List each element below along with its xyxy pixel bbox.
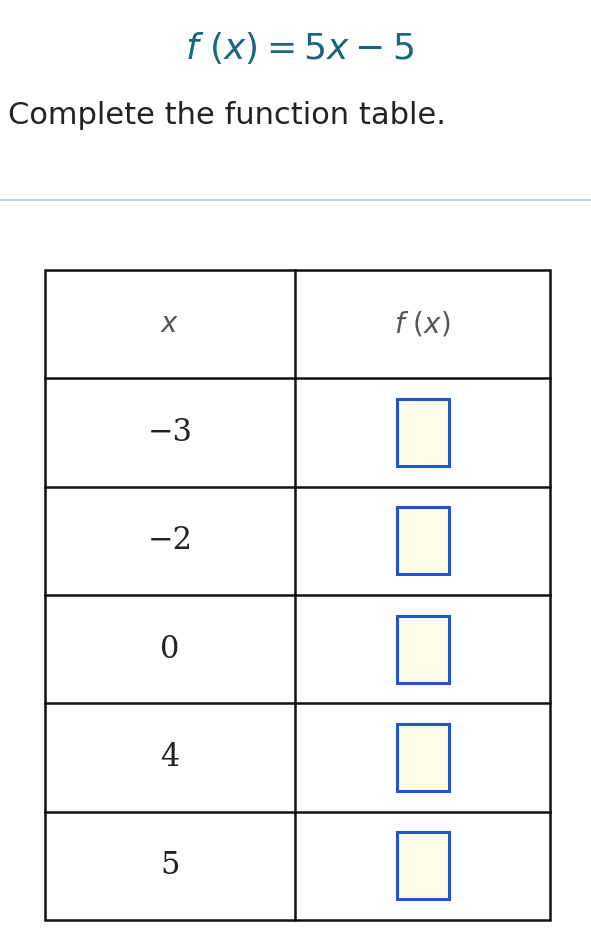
Text: −3: −3 — [148, 417, 193, 448]
Text: $x$: $x$ — [160, 311, 180, 338]
Text: $f\ (x)$: $f\ (x)$ — [394, 310, 451, 339]
Bar — [397, 724, 449, 791]
Text: 0: 0 — [160, 634, 180, 665]
Text: $f\ (x) = 5x - 5$: $f\ (x) = 5x - 5$ — [185, 30, 414, 66]
Bar — [397, 399, 449, 466]
Text: Complete the function table.: Complete the function table. — [8, 100, 446, 129]
Text: 5: 5 — [160, 850, 180, 882]
Bar — [45, 270, 550, 920]
Bar — [397, 507, 449, 575]
Text: 4: 4 — [160, 742, 180, 773]
Bar — [397, 832, 449, 899]
Bar — [397, 616, 449, 682]
Text: −2: −2 — [148, 525, 193, 556]
